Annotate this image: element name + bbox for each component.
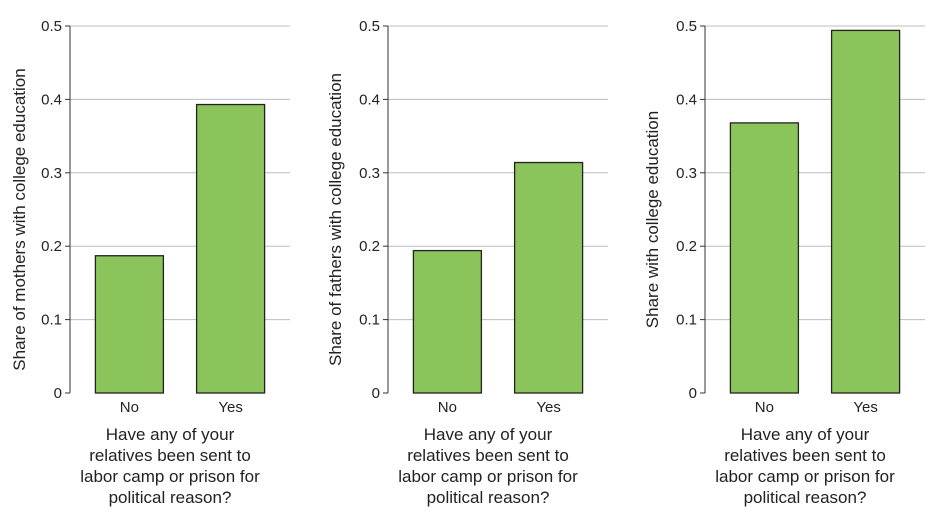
x-axis-title-line: relatives been sent to [89, 446, 251, 465]
y-axis-title: Share of fathers with college education [326, 73, 345, 366]
bar-no [729, 122, 800, 394]
x-axis-title-line: labor camp or prison for [715, 467, 895, 486]
y-tick-label: 0 [54, 385, 62, 402]
x-tick-label: No [120, 399, 139, 416]
x-axis-title-line: relatives been sent to [724, 446, 886, 465]
bar-yes [513, 161, 584, 394]
x-axis-title-line: political reason? [744, 488, 867, 507]
y-tick-label: 0.3 [41, 165, 62, 182]
y-tick-label: 0.2 [41, 238, 62, 255]
y-tick-label: 0.5 [41, 18, 62, 35]
y-tick-label: 0.3 [359, 165, 380, 182]
y-tick-label: 0 [372, 385, 380, 402]
x-tick-label: Yes [853, 399, 877, 416]
x-axis-title-line: Have any of your [424, 425, 553, 444]
x-axis-title-line: labor camp or prison for [398, 467, 578, 486]
y-axis-title: Share of mothers with college education [10, 68, 29, 370]
bar-no [94, 255, 165, 394]
y-tick-label: 0.5 [676, 18, 697, 35]
y-tick-label: 0.4 [676, 91, 697, 108]
x-tick-label: No [755, 399, 774, 416]
y-tick-label: 0.5 [359, 18, 380, 35]
x-tick-label: No [438, 399, 457, 416]
bar-yes [830, 29, 901, 394]
y-tick-label: 0 [689, 385, 697, 402]
y-axis-title: Share with college education [643, 111, 662, 328]
y-tick-label: 0.1 [676, 312, 697, 329]
x-tick-label: Yes [218, 399, 242, 416]
bar-no [412, 249, 483, 394]
y-tick-label: 0.3 [676, 165, 697, 182]
y-tick-label: 0.1 [359, 312, 380, 329]
x-axis-title-line: Have any of your [741, 425, 870, 444]
x-axis-title-line: Have any of your [106, 425, 235, 444]
y-tick-label: 0.2 [359, 238, 380, 255]
y-tick-label: 0.4 [41, 91, 62, 108]
x-axis-title-line: political reason? [109, 488, 232, 507]
y-tick-label: 0.4 [359, 91, 380, 108]
y-tick-label: 0.2 [676, 238, 697, 255]
x-tick-label: Yes [536, 399, 560, 416]
x-axis-title-line: labor camp or prison for [80, 467, 260, 486]
bar-yes [195, 103, 266, 394]
x-axis-title-line: relatives been sent to [407, 446, 569, 465]
x-axis-title-line: political reason? [427, 488, 550, 507]
y-tick-label: 0.1 [41, 312, 62, 329]
